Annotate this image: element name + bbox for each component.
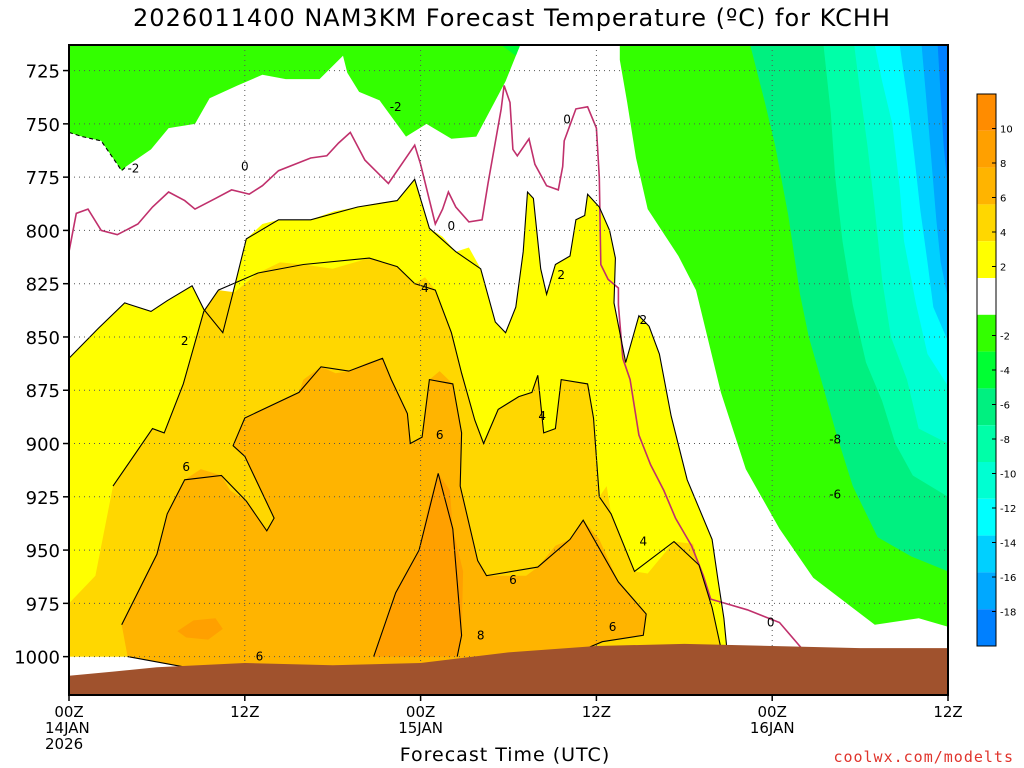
contour-label: 6 [256,650,264,664]
colorbar-label: -16 [1000,573,1016,584]
colorbar-label: 10 [1000,125,1013,136]
colorbar-label: 4 [1000,228,1006,239]
x-tick-label: 16JAN [750,719,795,737]
region-warm_8_to_10_small [177,618,223,640]
chart-title: 2026011400 NAM3KM Forecast Temperature (… [133,4,891,32]
contour-line-0 [69,85,803,649]
colorbar-label: -14 [1000,539,1016,550]
colorbar-label: 8 [1000,159,1006,170]
region-warm_6_to_8 [121,358,647,670]
colorbar-label: -10 [1000,470,1016,481]
contour-line--2 [69,131,127,172]
source-credit[interactable]: coolwx.com/modelts [833,748,1014,766]
x-axis-label: Forecast Time (UTC) [399,744,611,766]
colorbar-label: -2 [1000,332,1010,343]
x-tick-label: 2026 [45,735,83,753]
colorbar-bin [977,314,996,352]
contour-label: -2 [127,162,139,176]
colorbar-bin [977,351,996,389]
contour-labels: -2 -2 0 0 0 0 2 2 2 4 4 4 6 6 6 6 6 8 -8 -6 [127,100,841,664]
contour-line-4 [112,257,722,649]
colorbar-bin [977,388,996,426]
colorbar-label: 2 [1000,263,1006,274]
contour-label: -6 [829,488,841,502]
y-tick-label: 925 [26,488,60,509]
y-tick-label: 800 [26,221,60,242]
y-tick-label: 950 [26,541,60,562]
x-tick-label: 15JAN [398,719,443,737]
colorbar-bin [977,425,996,462]
colorbar-bin [977,241,996,278]
contour-label: 2 [639,313,647,327]
colorbar-bin [977,167,996,205]
contour-line-2 [69,178,728,649]
colorbar-bin [977,204,996,242]
y-tick-label: 1000 [14,648,60,669]
ground-layer [69,643,948,695]
x-tick-label: 12Z [582,703,611,721]
contour-label: 2 [557,268,565,282]
temperature-regions [69,45,948,670]
grid-lines [69,45,948,695]
x-tick-label: 00Z [406,703,435,721]
y-tick-label: 775 [26,168,60,189]
contour-label: 2 [181,334,189,348]
x-tick-label: 00Z [54,703,83,721]
x-tick-label: 12Z [933,703,962,721]
contour-label: -2 [390,100,402,114]
temperature-contours [69,85,803,670]
y-tick-label: 750 [26,115,60,136]
region-cold_-18_to_-20 [937,45,948,188]
plot-frame [68,44,949,696]
colorbar-label: 6 [1000,194,1006,205]
colorbar-label: -8 [1000,435,1010,446]
region-warm_8_to_10 [373,473,464,657]
contour-label: 6 [509,573,517,587]
ground-fill [69,643,948,695]
x-tick-label: 00Z [758,703,787,721]
contour-line-6 [121,357,647,670]
colorbar-bin [977,572,996,610]
contour-label: 0 [241,159,249,173]
y-tick-label: 825 [26,275,60,296]
contour-label: 6 [182,460,190,474]
colorbar-legend: 10 8 6 4 2 -2 -4 -6 -8 -10 -12 -14 -16 -18 [976,93,1016,647]
contour-label: 0 [448,219,456,233]
colorbar-label: -12 [1000,504,1016,515]
contour-label: 4 [639,535,647,549]
contour-label: 0 [563,113,571,127]
region-cold_-16_to_-18 [921,45,948,299]
colorbar-bin [977,535,996,573]
colorbar-bin [977,278,996,315]
y-tick-label: 975 [26,594,60,615]
y-tick-label: 875 [26,381,60,402]
contour-label: 0 [767,616,775,630]
colorbar-bin [977,94,996,131]
colorbar-bin [977,609,996,646]
colorbar-bin [977,130,996,168]
x-tick-label: 12Z [230,703,259,721]
contour-label: 4 [538,409,546,423]
x-tick-label: 14JAN [45,719,90,737]
colorbar-label: -18 [1000,608,1016,619]
contour-label: 6 [609,620,617,634]
y-axis: 725 750 775 800 825 850 875 900 925 950 975 1000 [14,62,69,669]
y-tick-label: 850 [26,328,60,349]
contour-label: 6 [436,428,444,442]
y-tick-label: 725 [26,62,60,83]
y-tick-label: 900 [26,435,60,456]
colorbar-bin [977,462,996,499]
contour-label: -8 [829,432,841,446]
colorbar-label: -4 [1000,366,1010,377]
region-cold_-2_to_-4 [69,45,521,171]
colorbar-bin [977,498,996,536]
contour-line-8 [373,473,463,657]
contour-label: 8 [477,628,485,642]
colorbar-label: -6 [1000,401,1010,412]
contour-label: 4 [421,281,429,295]
